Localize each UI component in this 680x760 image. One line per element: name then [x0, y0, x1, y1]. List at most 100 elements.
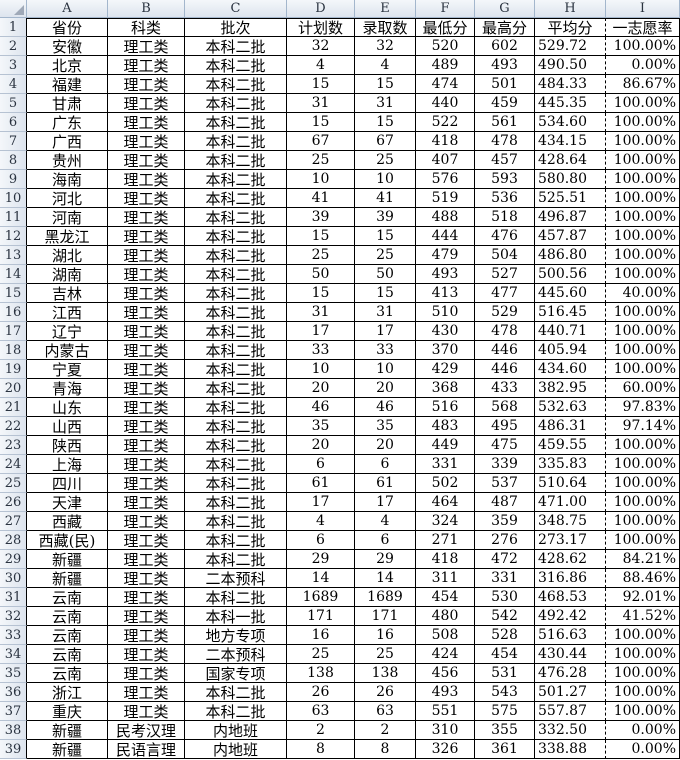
- cell-D6[interactable]: 15: [287, 113, 355, 132]
- cell-H22[interactable]: 486.31: [535, 417, 606, 436]
- cell-F24[interactable]: 331: [416, 455, 475, 474]
- row-header-4[interactable]: 4: [0, 75, 27, 94]
- cell-I15[interactable]: 40.00%: [606, 284, 680, 303]
- cell-H30[interactable]: 316.86: [535, 569, 606, 588]
- cell-H23[interactable]: 459.55: [535, 436, 606, 455]
- cell-C4[interactable]: 本科二批: [185, 75, 287, 94]
- cell-C23[interactable]: 本科二批: [185, 436, 287, 455]
- cell-H21[interactable]: 532.63: [535, 398, 606, 417]
- cell-C11[interactable]: 本科二批: [185, 208, 287, 227]
- cell-I38[interactable]: 0.00%: [606, 721, 680, 740]
- cell-B22[interactable]: 理工类: [108, 417, 185, 436]
- cell-A30[interactable]: 新疆: [27, 569, 108, 588]
- cell-E29[interactable]: 29: [355, 550, 416, 569]
- column-header-H[interactable]: H: [535, 0, 606, 18]
- row-header-3[interactable]: 3: [0, 56, 27, 75]
- cell-I37[interactable]: 100.00%: [606, 702, 680, 721]
- cell-B25[interactable]: 理工类: [108, 474, 185, 493]
- cell-I28[interactable]: 100.00%: [606, 531, 680, 550]
- cell-A18[interactable]: 内蒙古: [27, 341, 108, 360]
- cell-B6[interactable]: 理工类: [108, 113, 185, 132]
- cell-B14[interactable]: 理工类: [108, 265, 185, 284]
- cell-D5[interactable]: 31: [287, 94, 355, 113]
- cell-C34[interactable]: 二本预科: [185, 645, 287, 664]
- column-header-F[interactable]: F: [416, 0, 475, 18]
- cell-C1[interactable]: 批次: [185, 18, 287, 37]
- cell-A35[interactable]: 云南: [27, 664, 108, 683]
- cell-I32[interactable]: 41.52%: [606, 607, 680, 626]
- cell-G25[interactable]: 537: [475, 474, 535, 493]
- cell-D28[interactable]: 6: [287, 531, 355, 550]
- cell-F5[interactable]: 440: [416, 94, 475, 113]
- cell-B35[interactable]: 理工类: [108, 664, 185, 683]
- row-header-9[interactable]: 9: [0, 170, 27, 189]
- cell-D32[interactable]: 171: [287, 607, 355, 626]
- cell-G10[interactable]: 536: [475, 189, 535, 208]
- cell-F15[interactable]: 413: [416, 284, 475, 303]
- cell-C26[interactable]: 本科二批: [185, 493, 287, 512]
- cell-D31[interactable]: 1689: [287, 588, 355, 607]
- column-header-E[interactable]: E: [355, 0, 416, 18]
- cell-I11[interactable]: 100.00%: [606, 208, 680, 227]
- cell-B15[interactable]: 理工类: [108, 284, 185, 303]
- cell-E9[interactable]: 10: [355, 170, 416, 189]
- row-header-37[interactable]: 37: [0, 702, 27, 721]
- cell-H13[interactable]: 486.80: [535, 246, 606, 265]
- cell-E38[interactable]: 2: [355, 721, 416, 740]
- cell-D21[interactable]: 46: [287, 398, 355, 417]
- cell-H17[interactable]: 440.71: [535, 322, 606, 341]
- row-header-11[interactable]: 11: [0, 208, 27, 227]
- cell-I12[interactable]: 100.00%: [606, 227, 680, 246]
- cell-B19[interactable]: 理工类: [108, 360, 185, 379]
- row-header-26[interactable]: 26: [0, 493, 27, 512]
- cell-F12[interactable]: 444: [416, 227, 475, 246]
- cell-D35[interactable]: 138: [287, 664, 355, 683]
- cell-H31[interactable]: 468.53: [535, 588, 606, 607]
- cell-G17[interactable]: 478: [475, 322, 535, 341]
- cell-F29[interactable]: 418: [416, 550, 475, 569]
- row-header-20[interactable]: 20: [0, 379, 27, 398]
- row-header-31[interactable]: 31: [0, 588, 27, 607]
- cell-I22[interactable]: 97.14%: [606, 417, 680, 436]
- cell-I8[interactable]: 100.00%: [606, 151, 680, 170]
- row-header-8[interactable]: 8: [0, 151, 27, 170]
- cell-F31[interactable]: 454: [416, 588, 475, 607]
- cell-D16[interactable]: 31: [287, 303, 355, 322]
- cell-C38[interactable]: 内地班: [185, 721, 287, 740]
- cell-A37[interactable]: 重庆: [27, 702, 108, 721]
- cell-H2[interactable]: 529.72: [535, 37, 606, 56]
- row-header-15[interactable]: 15: [0, 284, 27, 303]
- row-header-13[interactable]: 13: [0, 246, 27, 265]
- cell-F28[interactable]: 271: [416, 531, 475, 550]
- cell-D23[interactable]: 20: [287, 436, 355, 455]
- row-header-12[interactable]: 12: [0, 227, 27, 246]
- cell-G12[interactable]: 476: [475, 227, 535, 246]
- row-header-39[interactable]: 39: [0, 740, 27, 759]
- cell-E16[interactable]: 31: [355, 303, 416, 322]
- cell-I33[interactable]: 100.00%: [606, 626, 680, 645]
- cell-H15[interactable]: 445.60: [535, 284, 606, 303]
- cell-I3[interactable]: 0.00%: [606, 56, 680, 75]
- cell-A26[interactable]: 天津: [27, 493, 108, 512]
- column-header-B[interactable]: B: [108, 0, 185, 18]
- cell-E33[interactable]: 16: [355, 626, 416, 645]
- cell-I7[interactable]: 100.00%: [606, 132, 680, 151]
- column-header-D[interactable]: D: [287, 0, 355, 18]
- cell-B10[interactable]: 理工类: [108, 189, 185, 208]
- cell-G18[interactable]: 446: [475, 341, 535, 360]
- cell-B37[interactable]: 理工类: [108, 702, 185, 721]
- row-header-6[interactable]: 6: [0, 113, 27, 132]
- cell-A24[interactable]: 上海: [27, 455, 108, 474]
- row-header-19[interactable]: 19: [0, 360, 27, 379]
- cell-E14[interactable]: 50: [355, 265, 416, 284]
- cell-H33[interactable]: 516.63: [535, 626, 606, 645]
- cell-I10[interactable]: 100.00%: [606, 189, 680, 208]
- cell-I31[interactable]: 92.01%: [606, 588, 680, 607]
- cell-H37[interactable]: 557.87: [535, 702, 606, 721]
- cell-I35[interactable]: 100.00%: [606, 664, 680, 683]
- cell-F20[interactable]: 368: [416, 379, 475, 398]
- cell-C39[interactable]: 内地班: [185, 740, 287, 759]
- cell-F11[interactable]: 488: [416, 208, 475, 227]
- cell-D17[interactable]: 17: [287, 322, 355, 341]
- cell-B18[interactable]: 理工类: [108, 341, 185, 360]
